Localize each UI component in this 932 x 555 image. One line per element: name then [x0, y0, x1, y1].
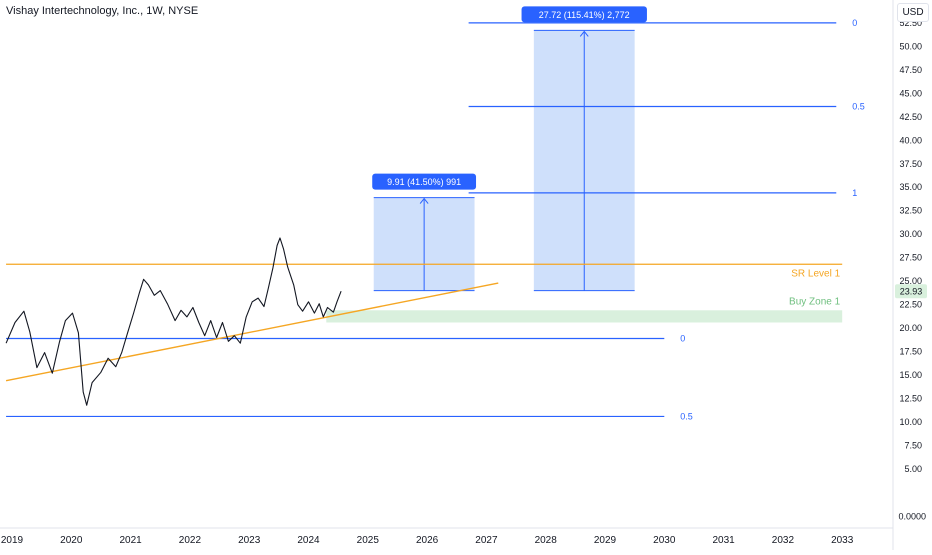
y-tick-label: 15.00 [899, 370, 922, 380]
x-tick-label: 2033 [831, 535, 854, 546]
y-tick-label: 10.00 [899, 417, 922, 427]
x-tick-label: 2021 [119, 535, 142, 546]
x-tick-label: 2024 [297, 535, 320, 546]
y-tick-label: 7.50 [904, 441, 922, 451]
currency-button[interactable]: USD [897, 3, 929, 22]
buy-zone [326, 310, 843, 323]
x-tick-label: 2032 [772, 535, 795, 546]
y-tick-label: 37.50 [899, 159, 922, 169]
projection-label: 27.72 (115.41%) 2,772 [539, 10, 630, 20]
fib-level-label: 0 [852, 18, 857, 28]
x-tick-label: 2020 [60, 535, 83, 546]
y-tick-label: 27.50 [899, 253, 922, 263]
price-series-line [5, 237, 342, 406]
projection-label-pill [521, 6, 647, 23]
fib-level-label: 0 [680, 333, 685, 343]
y-tick-label: 17.50 [899, 347, 922, 357]
y-tick-label: 32.50 [899, 206, 922, 216]
y-tick-label: 42.50 [899, 112, 922, 122]
last-price-label: 23.93 [900, 287, 923, 297]
x-tick-label: 2029 [594, 535, 617, 546]
x-tick-label: 2022 [179, 535, 202, 546]
fib-level-label: 0.5 [852, 101, 865, 111]
y-tick-label: 5.00 [904, 464, 922, 474]
trend-line [5, 282, 499, 382]
fib-level-label: 0.5 [680, 411, 693, 421]
x-tick-label: 2023 [238, 535, 261, 546]
y-tick-label: 20.00 [899, 323, 922, 333]
fib-level-label: 1 [852, 188, 857, 198]
y-tick-label: 52.50 [899, 18, 922, 28]
projection-label-pill [372, 173, 477, 190]
projection-arrowhead [579, 30, 589, 37]
x-tick-label: 2026 [416, 535, 439, 546]
last-price-marker [895, 284, 927, 299]
y-tick-label: 25.00 [899, 276, 922, 286]
x-tick-label: 2028 [535, 535, 558, 546]
projection-label: 9.91 (41.50%) 991 [387, 177, 461, 187]
y-tick-label: 22.50 [899, 300, 922, 310]
y-axis-zero-label: 0.0000 [898, 512, 926, 522]
y-tick-label: 40.00 [899, 135, 922, 145]
y-tick-label: 45.00 [899, 88, 922, 98]
x-tick-label: 2019 [1, 535, 24, 546]
y-tick-label: 47.50 [899, 65, 922, 75]
x-tick-label: 2025 [357, 535, 380, 546]
y-tick-label: 12.50 [899, 394, 922, 404]
x-tick-label: 2030 [653, 535, 676, 546]
projection-arrowhead [419, 197, 429, 204]
x-tick-label: 2027 [475, 535, 498, 546]
sr-level-label: SR Level 1 [791, 268, 840, 279]
buy-zone-label: Buy Zone 1 [789, 296, 841, 307]
symbol-title: Vishay Intertechnology, Inc., 1W, NYSE [6, 5, 199, 17]
y-tick-label: 50.00 [899, 41, 922, 51]
y-tick-label: 30.00 [899, 229, 922, 239]
x-tick-label: 2031 [712, 535, 735, 546]
y-tick-label: 35.00 [899, 182, 922, 192]
